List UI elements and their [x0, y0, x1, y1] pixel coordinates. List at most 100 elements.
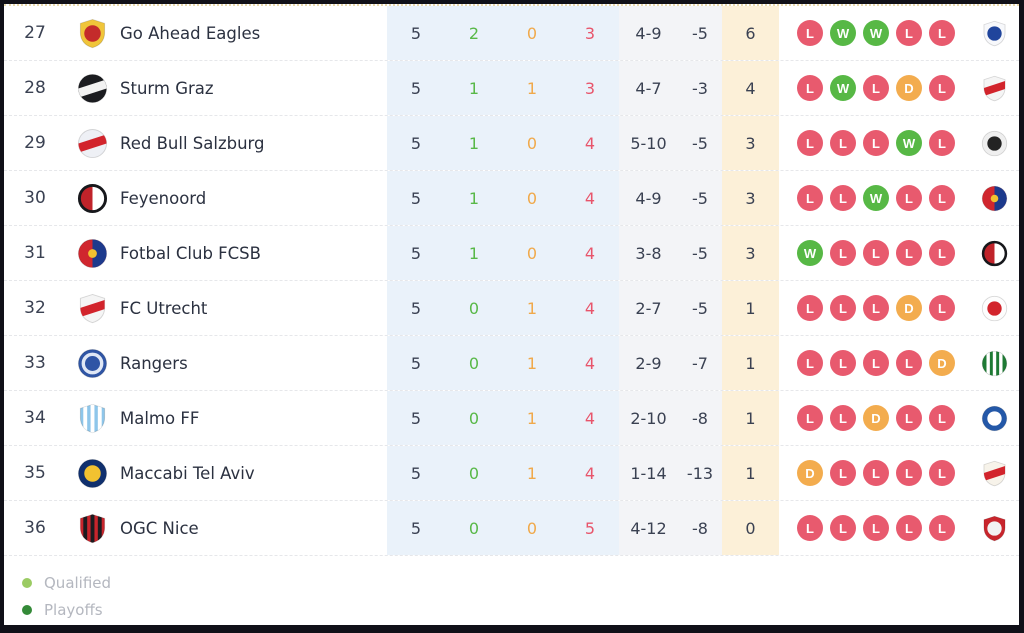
sc-braga-badge	[981, 515, 1008, 542]
stat-losses: 3	[561, 61, 619, 115]
form-result-l: L	[896, 460, 922, 486]
stat-goal-diff: -8	[678, 391, 722, 445]
position: 31	[24, 243, 46, 263]
table-row[interactable]: 34 Malmo FF 5 0 1 4 2-10 -8 1 L L D L L	[4, 391, 1019, 446]
stat-played: 5	[387, 501, 445, 555]
table-row[interactable]: 28 Sturm Graz 5 1 1 3 4-7 -3 4 L W L D L	[4, 61, 1019, 116]
sc-freiburg-badge	[981, 130, 1008, 157]
stat-wins: 0	[445, 501, 503, 555]
form-result-l: L	[797, 350, 823, 376]
table-row[interactable]: 27 Go Ahead Eagles 5 2 0 3 4-9 -5 6 L W W L L	[4, 6, 1019, 61]
feyenoord-badge	[77, 183, 108, 214]
form-result-l: L	[863, 75, 889, 101]
olympique-lyonnais-badge	[981, 20, 1008, 47]
form-result-w: W	[863, 185, 889, 211]
form-result-l: L	[797, 405, 823, 431]
table-row[interactable]: 32 FC Utrecht 5 0 1 4 2-7 -5 1 L L L D L	[4, 281, 1019, 336]
stat-goal-diff: -5	[678, 116, 722, 170]
ferencvaros-badge	[981, 350, 1008, 377]
team-badge-cell	[66, 391, 118, 445]
stat-draws: 1	[503, 281, 561, 335]
stat-wins: 1	[445, 171, 503, 225]
form-result-w: W	[830, 20, 856, 46]
form-result-l: L	[830, 460, 856, 486]
team-badge-cell	[66, 171, 118, 225]
vfb-stuttgart-badge	[981, 460, 1008, 487]
team-name: Fotbal Club FCSB	[120, 243, 261, 263]
standings-panel: 27 Go Ahead Eagles 5 2 0 3 4-9 -5 6 L W W L L 28 Sturm …	[4, 4, 1019, 625]
stat-points: 6	[722, 6, 779, 60]
form-result-w: W	[797, 240, 823, 266]
stat-goal-diff: -3	[678, 61, 722, 115]
stat-losses: 4	[561, 171, 619, 225]
maccabi-tel-aviv-badge	[77, 458, 108, 489]
form-result-l: L	[863, 295, 889, 321]
form-result-l: L	[929, 295, 955, 321]
stat-draws: 1	[503, 61, 561, 115]
table-row[interactable]: 30 Feyenoord 5 1 0 4 4-9 -5 3 L L W L L	[4, 171, 1019, 226]
team-badge-cell	[66, 6, 118, 60]
table-row[interactable]: 31 Fotbal Club FCSB 5 1 0 4 3-8 -5 3 W L L L L	[4, 226, 1019, 281]
stat-goal-diff: -5	[678, 171, 722, 225]
form-result-l: L	[896, 240, 922, 266]
table-row[interactable]: 33 Rangers 5 0 1 4 2-9 -7 1 L L L L D	[4, 336, 1019, 391]
stat-points: 1	[722, 446, 779, 500]
form-result-l: L	[830, 185, 856, 211]
stat-goals: 1-14	[619, 446, 678, 500]
table-row[interactable]: 36 OGC Nice 5 0 0 5 4-12 -8 0 L L L L L	[4, 501, 1019, 556]
team-name: FC Utrecht	[120, 298, 208, 318]
next-opponent-cell	[969, 226, 1019, 280]
form-result-d: D	[797, 460, 823, 486]
form-result-l: L	[797, 75, 823, 101]
malmo-ff-badge	[77, 403, 108, 434]
position: 28	[24, 78, 46, 98]
form-result-l: L	[797, 130, 823, 156]
playoffs-dot-icon	[22, 604, 32, 615]
next-opponent-cell	[969, 281, 1019, 335]
stat-played: 5	[387, 61, 445, 115]
fcsb-badge	[77, 238, 108, 269]
next-opponent-cell	[969, 336, 1019, 390]
stat-played: 5	[387, 281, 445, 335]
form-result-l: L	[929, 75, 955, 101]
stat-points: 1	[722, 281, 779, 335]
form-result-l: L	[863, 460, 889, 486]
team-name: OGC Nice	[120, 518, 199, 538]
stat-goals: 4-7	[619, 61, 678, 115]
fcsb-badge	[981, 185, 1008, 212]
team-badge-cell	[66, 226, 118, 280]
form-result-l: L	[863, 240, 889, 266]
stat-wins: 0	[445, 391, 503, 445]
stat-draws: 0	[503, 6, 561, 60]
fc-utrecht-badge	[77, 293, 108, 324]
table-row[interactable]: 29 Red Bull Salzburg 5 1 0 4 5-10 -5 3 L L L W L	[4, 116, 1019, 171]
stat-losses: 4	[561, 336, 619, 390]
sturm-graz-badge	[77, 73, 108, 104]
team-name: Go Ahead Eagles	[120, 23, 261, 43]
team-badge-cell	[66, 336, 118, 390]
stat-wins: 2	[445, 6, 503, 60]
position: 32	[24, 298, 46, 318]
stat-goal-diff: -13	[678, 446, 722, 500]
stat-played: 5	[387, 6, 445, 60]
stat-played: 5	[387, 391, 445, 445]
stat-losses: 4	[561, 116, 619, 170]
team-name: Red Bull Salzburg	[120, 133, 265, 153]
stat-goal-diff: -5	[678, 281, 722, 335]
team-name: Sturm Graz	[120, 78, 214, 98]
stat-draws: 0	[503, 226, 561, 280]
form-result-l: L	[830, 405, 856, 431]
table-row[interactable]: 35 Maccabi Tel Aviv 5 0 1 4 1-14 -13 1 D L L L L	[4, 446, 1019, 501]
standings-table: 27 Go Ahead Eagles 5 2 0 3 4-9 -5 6 L W W L L 28 Sturm …	[4, 4, 1019, 556]
go-ahead-eagles-badge	[77, 18, 108, 49]
stat-wins: 1	[445, 116, 503, 170]
form-result-d: D	[896, 75, 922, 101]
legend: Qualified Playoffs	[4, 556, 1019, 623]
